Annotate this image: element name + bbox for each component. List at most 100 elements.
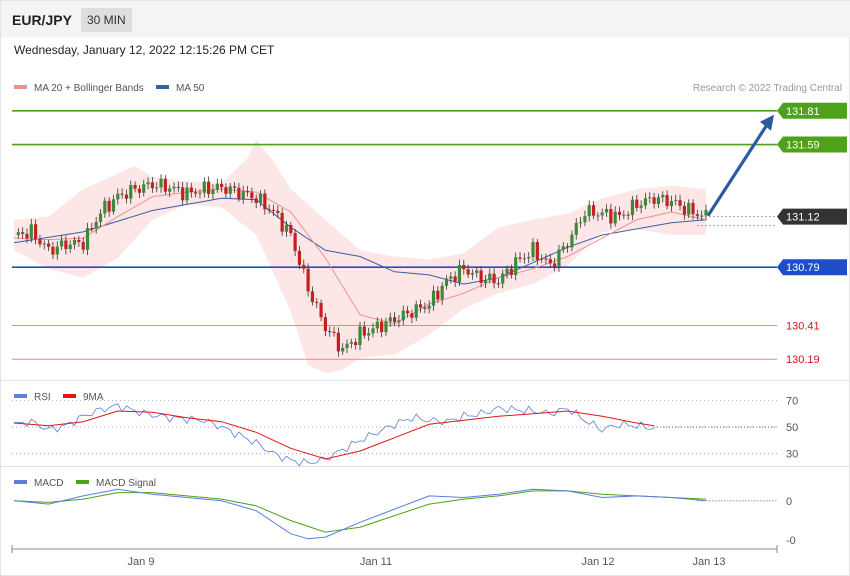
candle-body (483, 279, 488, 283)
candle-body (574, 222, 578, 235)
candle-body (367, 333, 371, 336)
candle-body (418, 304, 423, 308)
level-labels: 131.81 131.59 131.12 130.79 130.41 130.19 (777, 102, 847, 366)
candle-body (643, 198, 648, 206)
candle-body (505, 268, 509, 274)
candle-body (25, 233, 29, 239)
candle-body (613, 211, 617, 224)
candle-body (457, 265, 462, 283)
candle-body (232, 186, 237, 188)
candle-body (492, 273, 496, 284)
candle-body (258, 193, 263, 203)
candle-body (21, 232, 25, 234)
x-tick-label: Jan 13 (692, 556, 725, 568)
candle-body (548, 259, 552, 264)
symbol-title: EUR/JPY (12, 12, 72, 28)
candle-body (220, 183, 224, 188)
candle-body (245, 191, 250, 193)
candle-body (405, 310, 410, 314)
candle-body (384, 321, 388, 333)
candle-body (475, 270, 479, 273)
candle-body (137, 188, 142, 193)
resistance-price-tag (777, 102, 847, 119)
candle-body (293, 233, 297, 251)
candle-body (617, 211, 622, 215)
candle-body (284, 224, 289, 232)
candle-body (315, 302, 319, 304)
candle-body (570, 234, 574, 248)
candle-body (466, 269, 470, 275)
candle-body (553, 263, 557, 267)
candle-body (604, 209, 609, 213)
candle-body (600, 212, 604, 216)
candle-body (341, 347, 345, 352)
rsi-panel: RSI 9MA 70 50 30 (12, 392, 798, 467)
candle-body (133, 185, 137, 189)
candle-body (55, 246, 59, 255)
candle-body (410, 313, 414, 318)
candle-body (150, 182, 154, 189)
candle-body (661, 194, 665, 198)
candle-body (142, 184, 146, 193)
candle-body (509, 268, 513, 275)
candle-body (189, 187, 193, 193)
panel-divider (1, 466, 850, 467)
moving-averages (13, 188, 707, 325)
candle-body (51, 246, 55, 255)
candle-body (393, 317, 397, 323)
resistance-label: 131.81 (786, 106, 820, 118)
candle-body (462, 265, 466, 270)
candle-body (77, 239, 81, 243)
candle-body (401, 310, 405, 321)
candle-body (207, 181, 211, 195)
candle-body (289, 224, 293, 234)
candle-body (501, 273, 505, 284)
candle-body (380, 321, 384, 333)
candle-body (168, 188, 172, 192)
legend-label-rsi: RSI (34, 392, 51, 403)
pivot-price-tag (777, 259, 847, 276)
current-price-tag (777, 208, 847, 225)
candle-body (371, 328, 375, 334)
candle-body (423, 307, 427, 309)
legend-label-macd: MACD (34, 478, 63, 489)
timeframe-badge[interactable]: 30 MIN (81, 8, 132, 32)
candle-body (332, 331, 336, 333)
candle-body (414, 304, 418, 318)
candle-body (583, 216, 587, 223)
x-tick-label: Jan 12 (581, 556, 614, 568)
candle-body (522, 258, 526, 260)
candle-body (544, 258, 548, 260)
candle-body (159, 178, 163, 188)
candle-body (431, 290, 436, 306)
candle-body (215, 183, 219, 190)
candle-body (345, 343, 349, 348)
candle-body (129, 185, 133, 199)
candle-body (111, 199, 116, 212)
candle-body (211, 189, 215, 195)
current-label: 131.12 (786, 212, 820, 224)
chart-header: EUR/JPY 30 MIN (1, 1, 850, 37)
candle-body (103, 200, 107, 214)
candle-body (94, 221, 98, 229)
ma50-line (13, 197, 707, 285)
candle-body (527, 256, 531, 259)
candle-body (354, 342, 358, 346)
x-tick-label: Jan 11 (360, 556, 392, 568)
candle-body (302, 264, 306, 269)
candle-body (630, 199, 635, 216)
legend-swatch-ma50 (156, 85, 169, 89)
candle-body (185, 187, 189, 201)
candle-body (397, 320, 401, 323)
candle-body (349, 342, 353, 344)
candle-body (587, 205, 591, 217)
macd-tick-label: 0 (786, 496, 792, 508)
candle-body (181, 187, 185, 201)
candle-body (306, 268, 310, 292)
candle-body (496, 283, 500, 285)
rsi-tick-label: 50 (786, 422, 798, 434)
resistance-price-tag (777, 136, 847, 153)
candle-body (609, 209, 613, 224)
candle-body (323, 317, 327, 332)
candle-body (596, 215, 600, 217)
